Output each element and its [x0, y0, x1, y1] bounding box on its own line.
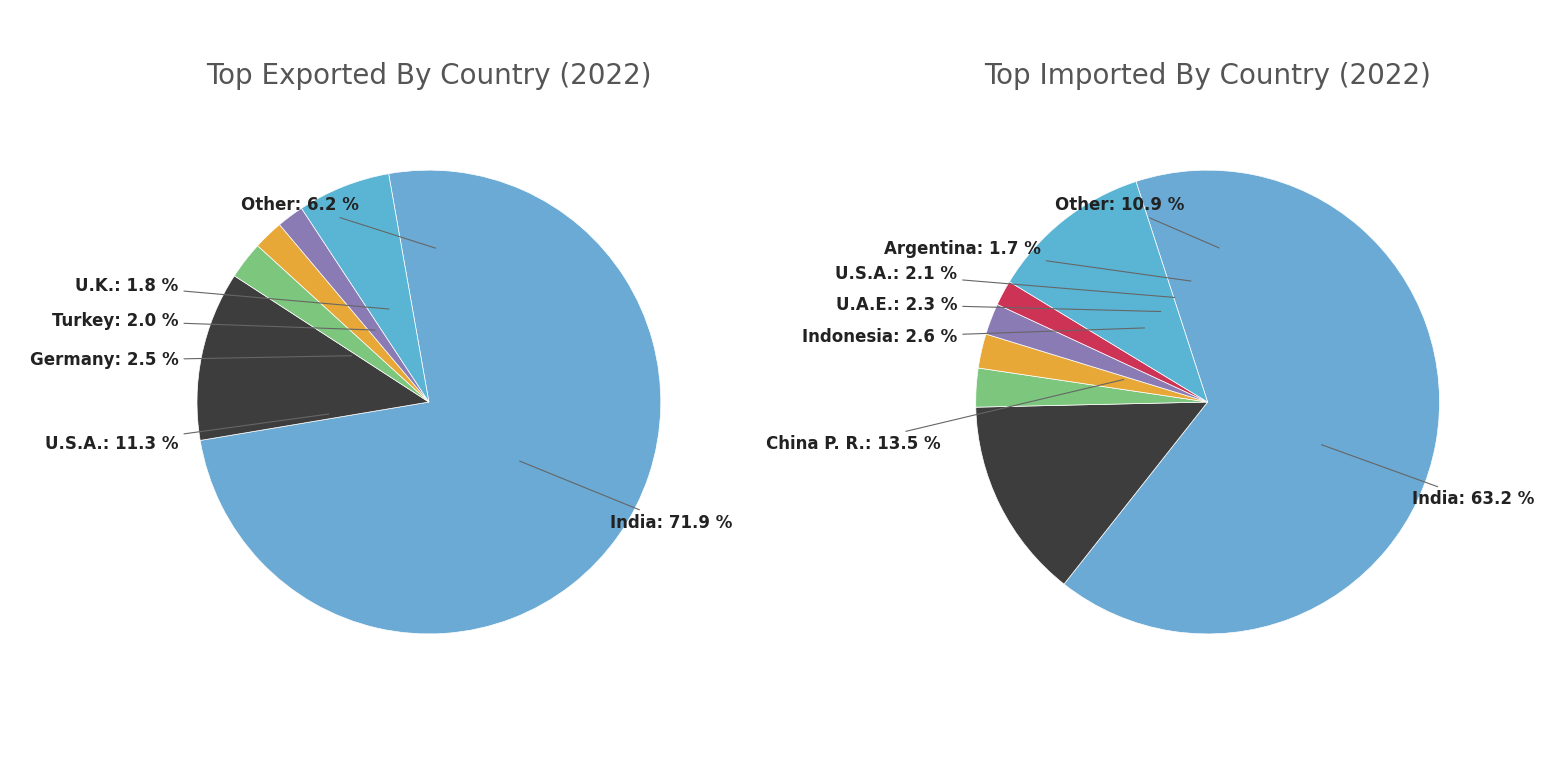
- Text: Indonesia: 2.6 %: Indonesia: 2.6 %: [802, 328, 1145, 346]
- Text: U.A.E.: 2.3 %: U.A.E.: 2.3 %: [836, 296, 1160, 314]
- Wedge shape: [1063, 170, 1439, 634]
- Text: Argentina: 1.7 %: Argentina: 1.7 %: [883, 240, 1192, 281]
- Wedge shape: [976, 402, 1207, 584]
- Wedge shape: [280, 209, 429, 402]
- Title: Top Imported By Country (2022): Top Imported By Country (2022): [983, 62, 1431, 90]
- Wedge shape: [979, 334, 1207, 402]
- Text: Germany: 2.5 %: Germany: 2.5 %: [30, 352, 352, 370]
- Text: U.S.A.: 2.1 %: U.S.A.: 2.1 %: [835, 265, 1174, 297]
- Wedge shape: [1010, 181, 1207, 402]
- Text: U.S.A.: 11.3 %: U.S.A.: 11.3 %: [45, 414, 329, 453]
- Wedge shape: [302, 173, 429, 402]
- Text: India: 71.9 %: India: 71.9 %: [520, 461, 733, 531]
- Text: India: 63.2 %: India: 63.2 %: [1322, 445, 1535, 509]
- Wedge shape: [257, 225, 429, 402]
- Text: Other: 10.9 %: Other: 10.9 %: [1055, 196, 1218, 248]
- Text: U.K.: 1.8 %: U.K.: 1.8 %: [75, 277, 388, 309]
- Text: China P. R.: 13.5 %: China P. R.: 13.5 %: [766, 380, 1124, 453]
- Text: Turkey: 2.0 %: Turkey: 2.0 %: [52, 312, 376, 330]
- Wedge shape: [235, 246, 429, 402]
- Wedge shape: [200, 170, 661, 634]
- Title: Top Exported By Country (2022): Top Exported By Country (2022): [207, 62, 651, 90]
- Wedge shape: [998, 282, 1207, 402]
- Wedge shape: [987, 304, 1207, 402]
- Text: Other: 6.2 %: Other: 6.2 %: [241, 196, 435, 248]
- Wedge shape: [197, 276, 429, 440]
- Wedge shape: [976, 368, 1207, 407]
